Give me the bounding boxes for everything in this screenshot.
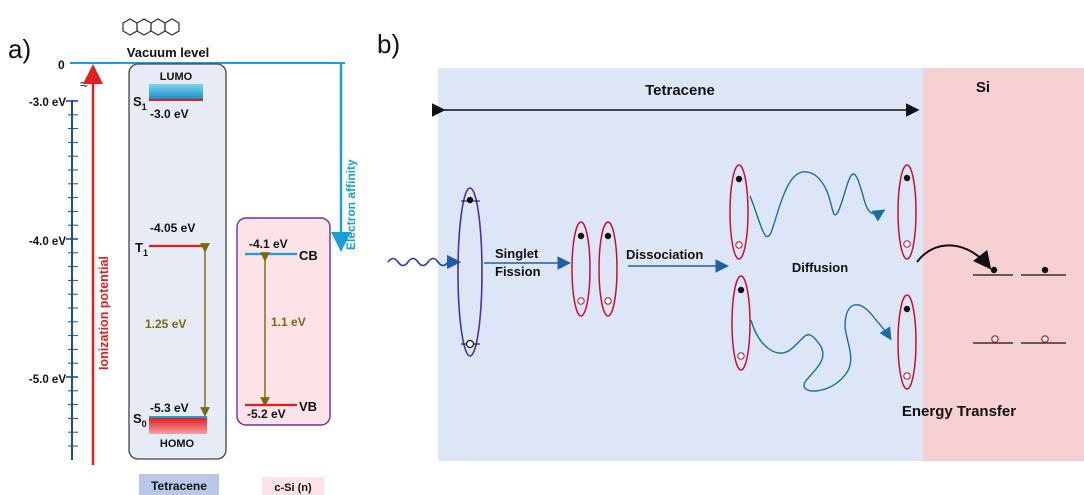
zero-label: 0 — [58, 58, 65, 72]
triplet-pair — [571, 221, 618, 317]
panel-b-label: b) — [377, 29, 400, 59]
silicon-gap-label: 1.1 eV — [271, 315, 306, 329]
fission-label: Fission — [495, 264, 541, 279]
tetracene-structure-icon — [122, 18, 180, 36]
axis-ticks — [66, 100, 78, 447]
diffusion-path-top — [749, 171, 886, 238]
energy-transfer-label: Energy Transfer — [902, 403, 1016, 420]
panel-a-label: a) — [8, 34, 31, 64]
s1-label: S1 — [133, 94, 147, 112]
interface-triplet-bottom — [897, 294, 917, 390]
separated-triplet-top — [729, 164, 749, 260]
t1-label: T1 — [135, 240, 148, 258]
axis-break-symbol: ≈ — [80, 76, 88, 92]
silicon-footer-box — [262, 477, 324, 495]
s1-energy-label: -3.0 eV — [150, 107, 189, 121]
silicon-carriers — [973, 266, 1066, 344]
separated-triplet-bottom — [731, 275, 751, 371]
singlet-exciton — [457, 187, 483, 357]
tick-label-5: -5.0 eV — [29, 374, 66, 386]
tetracene-footer-label: Tetracene — [151, 479, 207, 493]
diffusion-path-bottom — [750, 304, 892, 392]
vb-label: VB — [299, 399, 317, 414]
s0-label: S0 — [133, 411, 147, 429]
silicon-footer-label: c-Si (n) — [274, 482, 312, 494]
hole-dot — [465, 339, 475, 349]
energy-transfer-arrow — [916, 244, 992, 270]
electron-affinity-label: Electron affinity — [344, 159, 358, 250]
tetracene-level-box — [128, 63, 227, 460]
tick-label-3: -3.0 eV — [29, 97, 66, 109]
cb-energy-label: -4.1 eV — [249, 237, 288, 251]
tetracene-region-label: Tetracene — [645, 82, 715, 99]
silicon-region — [923, 68, 1084, 461]
interface-triplet-top — [897, 164, 917, 260]
panel-b: b) Tetracene Si Singlet Fission Dissocia… — [377, 29, 1084, 461]
s0-energy-label: -5.3 eV — [150, 401, 189, 415]
homo-label: HOMO — [160, 438, 195, 450]
homo-band — [149, 418, 207, 434]
panel-a: a) Vacuum level 0 ≈ -3.0 eV -4.0 eV -5.0… — [8, 18, 358, 495]
silicon-region-label: Si — [976, 79, 990, 96]
photon-wave-icon — [387, 257, 449, 267]
lumo-label: LUMO — [160, 71, 193, 83]
singlet-label: Singlet — [495, 246, 539, 261]
diffusion-label: Diffusion — [792, 260, 848, 275]
t1-energy-label: -4.05 eV — [150, 221, 195, 235]
tick-label-4: -4.0 eV — [29, 236, 66, 248]
dissociation-label: Dissociation — [626, 247, 703, 262]
electron-dot — [466, 196, 474, 204]
tetracene-region — [438, 68, 923, 461]
vacuum-level-label: Vacuum level — [127, 45, 209, 60]
tetracene-footer-box — [139, 474, 219, 495]
lumo-band — [149, 84, 203, 99]
cb-label: CB — [299, 248, 318, 263]
tetracene-gap-label: 1.25 eV — [145, 317, 186, 331]
ionization-potential-label: Ionization potential — [97, 256, 111, 370]
vb-energy-label: -5.2 eV — [247, 407, 286, 421]
